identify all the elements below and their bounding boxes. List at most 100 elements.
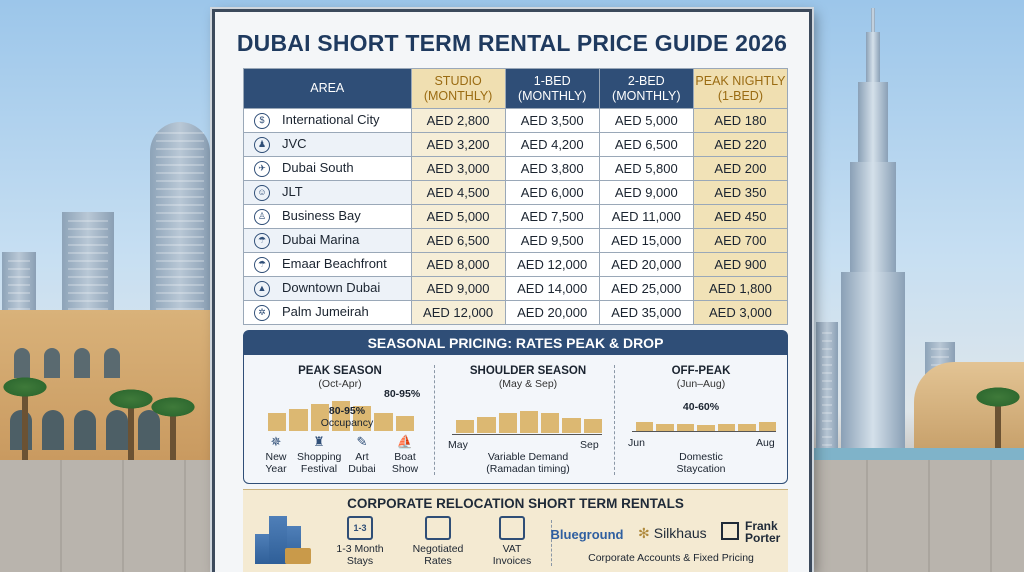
brand-frank-porter: Frank Porter	[721, 520, 780, 544]
event-line1: Shopping	[297, 451, 342, 463]
cell-one-bed: AED 4,200	[504, 132, 600, 157]
skyscraper	[816, 322, 838, 452]
off-peak-end-label: Aug	[756, 437, 775, 449]
shoulder-end-label: Sep	[580, 439, 599, 451]
column-divider	[614, 365, 615, 475]
rental-price-table: AREA STUDIO (MONTHLY) 1-BED (MONTHLY) 2-…	[243, 68, 789, 325]
cell-studio: AED 3,200	[410, 132, 506, 157]
mall-building	[0, 310, 215, 460]
cell-studio: AED 6,500	[410, 228, 506, 253]
feature-line1: Negotiated	[412, 543, 464, 555]
shoulder-note-line1: Variable Demand	[487, 451, 569, 463]
calendar-icon: 1-3	[347, 516, 373, 540]
header-studio-sub: (MONTHLY)	[423, 88, 493, 103]
table-header-row: AREA STUDIO (MONTHLY) 1-BED (MONTHLY) 2-…	[243, 68, 789, 109]
cell-area: ✲ Palm Jumeirah	[243, 300, 412, 325]
area-name: Business Bay	[282, 208, 361, 224]
season-bar	[676, 424, 695, 431]
cell-studio: AED 4,500	[410, 180, 506, 205]
event-line2: Show	[391, 463, 419, 475]
palm-tree	[0, 376, 50, 460]
brand-frank-label: Frank	[745, 519, 778, 533]
peak-event: ✎ Art Dubai	[340, 434, 384, 476]
money-bag-icon: $	[254, 112, 270, 129]
poster-title: DUBAI SHORT TERM RENTAL PRICE GUIDE 2026	[236, 30, 788, 56]
peak-event: ♜ Shopping Festival	[297, 434, 342, 476]
feature-line2: Stays	[346, 555, 374, 567]
header-two-bed-label: 2-BED	[627, 73, 665, 88]
brand-silkhaus: ✻ Silkhaus	[638, 525, 707, 542]
shoulder-season-column: SHOULDER SEASON (May & Sep) May Sep Vari…	[438, 359, 618, 483]
shoulder-season-months: (May & Sep)	[498, 378, 558, 390]
person-icon: ☺	[254, 184, 270, 201]
palm-tree	[148, 396, 198, 460]
briefcase-icon	[425, 516, 451, 540]
cell-one-bed: AED 7,500	[504, 204, 600, 229]
event-line1: Art	[355, 451, 369, 463]
off-peak-title: OFF-PEAK	[671, 365, 731, 377]
cell-area: ☂ Dubai Marina	[243, 228, 412, 253]
event-line1: Boat	[394, 451, 416, 463]
cell-two-bed: AED 11,000	[598, 204, 694, 229]
feature-line2: Rates	[424, 555, 452, 567]
cell-one-bed: AED 20,000	[504, 300, 600, 325]
corporate-feature: 1-3 1-3 Month Stays	[325, 516, 395, 567]
header-peak-label: PEAK NIGHTLY	[695, 73, 786, 88]
peak-occupancy: 80-95% Occupancy	[312, 405, 382, 429]
cell-two-bed: AED 35,000	[598, 300, 694, 325]
corporate-header: CORPORATE RELOCATION SHORT TERM RENTALS	[347, 496, 684, 511]
cell-area: ☺ JLT	[243, 180, 412, 205]
seasonal-pricing-panel: SEASONAL PRICING: RATES PEAK & DROP PEAK…	[243, 330, 788, 484]
area-name: JLT	[282, 184, 303, 200]
peak-season-months: (Oct-Apr)	[318, 378, 362, 390]
season-bar	[456, 420, 475, 433]
table-row: ✲ Palm Jumeirah AED 12,000 AED 20,000 AED 35…	[243, 300, 789, 325]
corporate-feature: Negotiated Rates	[403, 516, 473, 567]
area-name: Dubai Marina	[282, 232, 360, 248]
event-line1: New	[265, 451, 287, 463]
season-bar	[268, 413, 287, 431]
area-name: International City	[282, 112, 380, 128]
cell-two-bed: AED 5,000	[598, 108, 694, 133]
cell-peak-nightly: AED 700	[692, 228, 789, 253]
invoice-icon	[499, 516, 525, 540]
paintbrush-icon: ✎	[356, 434, 368, 449]
season-bar	[697, 425, 715, 431]
header-one-bed: 1-BED (MONTHLY)	[504, 68, 600, 109]
table-row: ▲ Downtown Dubai AED 9,000 AED 14,000 AED 25…	[243, 276, 789, 301]
cell-one-bed: AED 3,800	[504, 156, 600, 181]
silkhaus-logo-icon: ✻	[638, 525, 650, 541]
season-bar	[738, 423, 756, 431]
fireworks-icon: ✵	[270, 434, 282, 449]
shopping-bag-icon: ♜	[313, 434, 325, 449]
header-peak-sub: (1-BED)	[717, 88, 763, 103]
off-peak-months: (Jun–Aug)	[676, 378, 726, 390]
cell-area: ♟ JVC	[243, 132, 412, 157]
area-name: Emaar Beachfront	[282, 256, 387, 272]
peak-season-column: PEAK SEASON (Oct-Apr) 80-95% 80-95% Occu…	[250, 359, 430, 483]
season-bar	[395, 415, 414, 431]
peak-occupancy-value: 80-95%	[328, 405, 366, 417]
peak-event: ✵ New Year	[254, 434, 298, 476]
corporate-divider	[551, 520, 552, 566]
off-peak-note: Domestic Staycation	[618, 451, 784, 475]
event-line2: Year	[265, 463, 287, 475]
shoulder-note: Variable Demand (Ramadan timing)	[438, 451, 618, 475]
season-bar	[758, 422, 776, 431]
peak-occupancy-label: Occupancy	[320, 417, 374, 429]
peak-range-label: 80-95%	[384, 388, 421, 400]
season-bar	[353, 406, 372, 431]
event-line2: Festival	[300, 463, 338, 475]
cell-peak-nightly: AED 900	[692, 252, 789, 277]
businessman-icon: ♙	[254, 208, 270, 225]
shoulder-axis	[452, 434, 602, 435]
beach-icon: ☂	[254, 232, 270, 249]
cell-area: ✈ Dubai South	[243, 156, 412, 181]
season-bar	[477, 416, 496, 433]
shoulder-start-label: May	[448, 439, 468, 451]
season-bar	[541, 413, 560, 433]
price-guide-poster: DUBAI SHORT TERM RENTAL PRICE GUIDE 2026…	[212, 9, 812, 572]
area-name: Dubai South	[282, 160, 354, 176]
seasonal-header: SEASONAL PRICING: RATES PEAK & DROP	[244, 331, 787, 355]
